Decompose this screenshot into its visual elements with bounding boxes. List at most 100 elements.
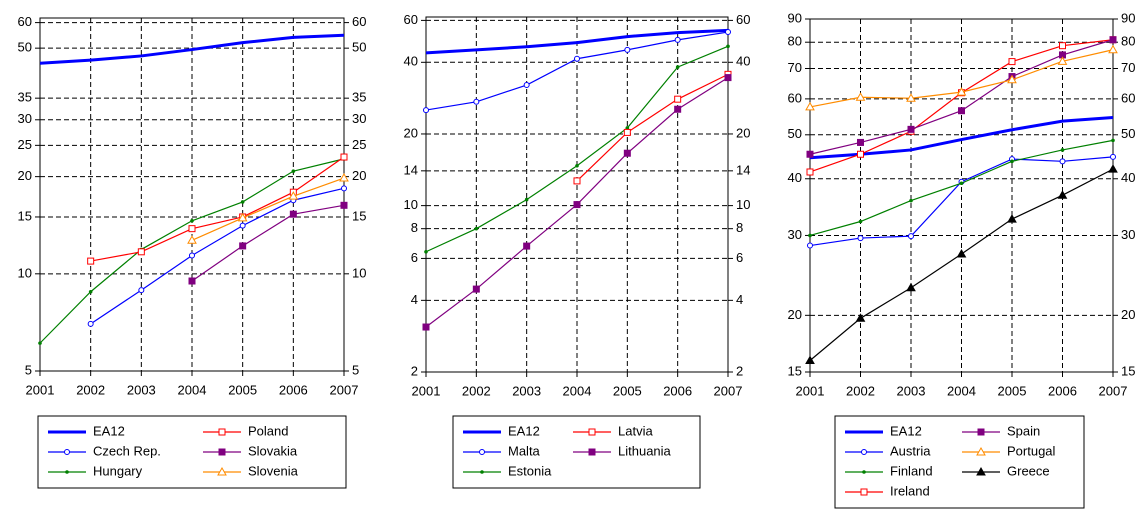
marker bbox=[806, 150, 814, 158]
marker bbox=[1057, 56, 1068, 65]
marker bbox=[908, 233, 914, 240]
y-tick-label: 50 bbox=[788, 126, 802, 141]
legend-marker bbox=[65, 470, 69, 474]
y-tick-label: 60 bbox=[404, 12, 418, 27]
marker bbox=[858, 219, 863, 224]
y2-tick-label: 60 bbox=[352, 14, 366, 29]
marker bbox=[38, 341, 42, 345]
marker bbox=[138, 287, 145, 294]
x-tick-label: 2002 bbox=[76, 382, 105, 397]
legend-label: Greece bbox=[1007, 463, 1050, 478]
y2-tick-label: 50 bbox=[1121, 126, 1135, 141]
legend-box bbox=[834, 415, 1085, 509]
marker bbox=[1111, 138, 1115, 143]
marker bbox=[87, 320, 94, 327]
y2-tick-label: 20 bbox=[736, 125, 750, 140]
y2-tick-label: 10 bbox=[352, 265, 366, 280]
y-tick-label: 70 bbox=[788, 60, 802, 75]
y2-tick-label: 30 bbox=[1121, 227, 1135, 242]
marker bbox=[907, 125, 915, 133]
y2-tick-label: 20 bbox=[352, 168, 366, 183]
marker bbox=[1110, 153, 1116, 160]
marker bbox=[523, 242, 531, 250]
marker bbox=[340, 201, 348, 209]
marker bbox=[1057, 190, 1068, 199]
legend-marker bbox=[862, 470, 866, 474]
marker bbox=[726, 44, 730, 49]
marker bbox=[956, 87, 967, 96]
y-tick-label: 10 bbox=[18, 265, 32, 280]
marker bbox=[341, 185, 347, 192]
marker bbox=[424, 249, 428, 254]
marker bbox=[87, 257, 95, 265]
x-tick-label: 2004 bbox=[947, 383, 976, 398]
series-line bbox=[191, 177, 345, 241]
y-tick-label: 90 bbox=[788, 10, 802, 25]
x-tick-label: 2007 bbox=[330, 382, 359, 397]
y-tick-label: 20 bbox=[788, 307, 802, 322]
series-line bbox=[809, 39, 1114, 155]
y2-tick-label: 20 bbox=[1121, 307, 1135, 322]
legend-label: Slovakia bbox=[248, 443, 298, 458]
legend-marker bbox=[588, 448, 596, 456]
y-tick-label: 30 bbox=[788, 227, 802, 242]
marker bbox=[808, 233, 812, 238]
y2-tick-label: 4 bbox=[736, 292, 743, 307]
y2-tick-label: 25 bbox=[352, 137, 366, 152]
legend-label: Estonia bbox=[508, 463, 552, 478]
marker bbox=[340, 153, 348, 161]
marker bbox=[524, 197, 529, 202]
y-tick-label: 35 bbox=[18, 90, 32, 105]
legend-marker bbox=[479, 449, 485, 455]
y-tick-label: 50 bbox=[18, 40, 32, 55]
legend-label: EA12 bbox=[508, 423, 540, 438]
y2-tick-label: 8 bbox=[736, 220, 743, 235]
plot-frame bbox=[425, 16, 729, 373]
y-tick-label: 6 bbox=[411, 250, 418, 265]
y2-tick-label: 14 bbox=[736, 162, 750, 177]
marker bbox=[724, 74, 732, 82]
marker bbox=[239, 222, 246, 229]
marker bbox=[1109, 36, 1117, 44]
marker bbox=[624, 46, 631, 53]
marker bbox=[574, 55, 580, 62]
y2-tick-label: 2 bbox=[736, 363, 743, 378]
x-tick-label: 2004 bbox=[178, 382, 207, 397]
marker bbox=[239, 242, 247, 250]
x-tick-label: 2001 bbox=[412, 383, 441, 398]
marker bbox=[423, 107, 429, 114]
plot-frame bbox=[39, 17, 345, 372]
y-tick-label: 80 bbox=[788, 34, 802, 49]
x-tick-label: 2004 bbox=[563, 383, 592, 398]
y2-tick-label: 60 bbox=[1121, 90, 1135, 105]
marker bbox=[474, 226, 479, 231]
marker bbox=[1060, 148, 1065, 152]
marker bbox=[959, 181, 964, 186]
y2-tick-label: 30 bbox=[352, 111, 366, 126]
marker bbox=[1007, 74, 1017, 84]
marker bbox=[188, 277, 196, 285]
legend-marker bbox=[64, 449, 70, 455]
marker bbox=[187, 235, 197, 244]
legend-marker bbox=[976, 446, 986, 456]
marker bbox=[523, 82, 530, 89]
y-tick-label: 60 bbox=[18, 14, 32, 29]
y2-tick-label: 5 bbox=[352, 362, 359, 377]
marker bbox=[855, 92, 866, 101]
series-line bbox=[39, 33, 345, 65]
marker bbox=[855, 313, 866, 322]
legend-label: Spain bbox=[1007, 423, 1040, 438]
y-tick-label: 30 bbox=[18, 111, 32, 126]
marker bbox=[675, 65, 680, 69]
series-line bbox=[809, 156, 1114, 247]
legend-label: Slovenia bbox=[248, 463, 299, 478]
legend-marker bbox=[480, 470, 484, 474]
y2-tick-label: 50 bbox=[352, 40, 366, 55]
legend-marker bbox=[861, 449, 867, 455]
y2-tick-label: 10 bbox=[736, 197, 750, 212]
marker bbox=[88, 289, 93, 294]
x-tick-label: 2001 bbox=[796, 383, 825, 398]
marker bbox=[189, 252, 195, 259]
marker bbox=[958, 107, 965, 115]
